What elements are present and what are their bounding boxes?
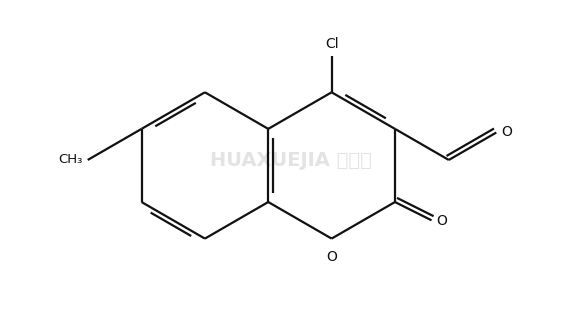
Text: Cl: Cl (325, 37, 338, 51)
Text: CH₃: CH₃ (59, 153, 83, 166)
Text: HUAXUEJIA 化学加: HUAXUEJIA 化学加 (210, 150, 372, 170)
Text: O: O (326, 250, 337, 264)
Text: O: O (501, 125, 512, 139)
Text: O: O (436, 214, 447, 228)
